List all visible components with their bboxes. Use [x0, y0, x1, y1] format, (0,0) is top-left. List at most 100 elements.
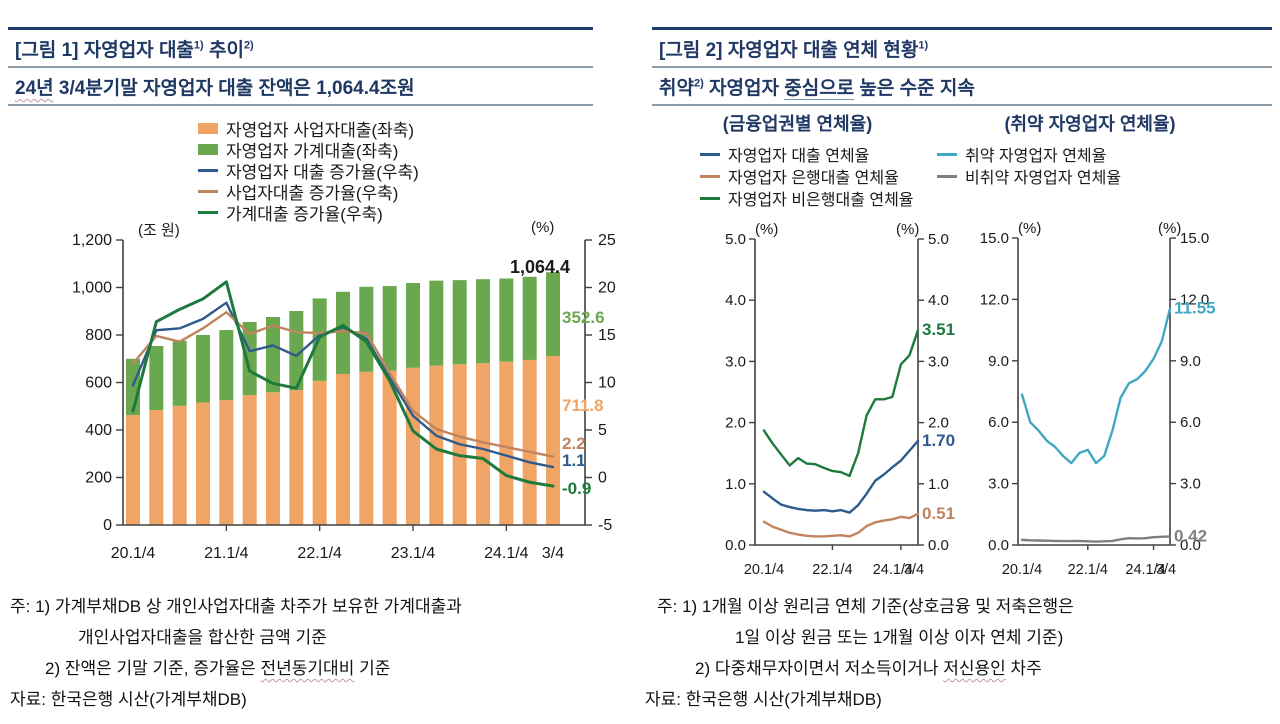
legend-item-household-loan: 자영업자 가계대출(좌축) — [198, 139, 419, 161]
svg-text:21.1/4: 21.1/4 — [204, 545, 249, 562]
svg-text:15: 15 — [598, 327, 616, 344]
legend-label: 자영업자 사업자대출(좌축) — [226, 121, 415, 140]
svg-text:711.8: 711.8 — [562, 396, 604, 415]
svg-text:0: 0 — [598, 470, 607, 487]
svg-text:0.0: 0.0 — [928, 537, 949, 554]
chartB-left-axis-unit: (%) — [1018, 220, 1042, 237]
svg-text:20: 20 — [598, 280, 616, 297]
svg-text:0.0: 0.0 — [988, 537, 1009, 554]
svg-text:3.0: 3.0 — [725, 353, 746, 370]
figure2-subtitle: 취약2) 자영업자 중심으로 높은 수준 지속 — [652, 68, 1272, 106]
footnote-source: 자료: 한국은행 시산(가계부채DB) — [645, 690, 882, 709]
svg-text:0.42: 0.42 — [1174, 526, 1207, 545]
svg-text:2.0: 2.0 — [928, 415, 949, 432]
figure1-subtitle: 24년 3/4분기말 자영업자 대출 잔액은 1,064.4조원 — [8, 68, 593, 106]
legend-label: 사업자대출 증가율(우축) — [226, 184, 399, 203]
legend-item-business-loan: 자영업자 사업자대출(좌축) — [198, 118, 419, 140]
svg-text:0: 0 — [103, 517, 112, 534]
figure2-header: [그림 2] 자영업자 대출 연체 현황1) 취약2) 자영업자 중심으로 높은… — [652, 27, 1272, 106]
chartA-header: (금융업권별 연체율) — [722, 114, 873, 134]
figure1-left-axis-unit: (조 원) — [138, 222, 180, 239]
blue-line-swatch-icon — [198, 169, 218, 172]
svg-text:15.0: 15.0 — [980, 230, 1009, 247]
figure1-header: [그림 1] 자영업자 대출1) 추이2) 24년 3/4분기말 자영업자 대출… — [8, 27, 593, 106]
chartA-legend: 자영업자 대출 연체율 자영업자 은행대출 연체율 자영업자 비은행대출 연체율 — [700, 143, 914, 209]
chartB-header: (취약 자영업자 연체율) — [1004, 114, 1176, 134]
svg-text:9.0: 9.0 — [988, 353, 1009, 370]
legend-label: 취약 자영업자 연체율 — [965, 148, 1107, 165]
svg-text:3/4: 3/4 — [542, 545, 564, 562]
green-line-swatch-icon — [700, 196, 720, 200]
svg-text:3.0: 3.0 — [1180, 476, 1201, 493]
svg-text:20.1/4: 20.1/4 — [111, 545, 156, 562]
svg-text:3.51: 3.51 — [922, 320, 955, 339]
svg-text:22.1/4: 22.1/4 — [1068, 562, 1108, 578]
footnote-line: 1일 이상 원금 또는 1개월 이상 이자 연체 기준) — [735, 628, 1064, 647]
svg-text:600: 600 — [85, 375, 112, 392]
svg-text:1,064.4: 1,064.4 — [510, 257, 570, 277]
svg-text:6.0: 6.0 — [1180, 414, 1201, 431]
svg-text:200: 200 — [85, 470, 112, 487]
legend-item-total-growth: 자영업자 대출 증가율(우축) — [198, 160, 419, 182]
svg-text:1.1: 1.1 — [562, 451, 586, 470]
green-line-swatch-icon — [198, 211, 218, 214]
legend-item-nonbank-delinquency: 자영업자 비은행대출 연체율 — [700, 187, 914, 209]
legend-label: 자영업자 가계대출(좌축) — [226, 142, 399, 161]
tan-line-swatch-icon — [198, 190, 218, 193]
legend-label: 자영업자 대출 연체율 — [728, 148, 870, 165]
svg-text:15.0: 15.0 — [1180, 230, 1209, 247]
legend-item-business-growth: 사업자대출 증가율(우축) — [198, 181, 419, 203]
svg-text:800: 800 — [85, 327, 112, 344]
legend-label: 자영업자 비은행대출 연체율 — [728, 192, 914, 209]
svg-text:4.0: 4.0 — [928, 292, 949, 309]
footnote-line: 주: 1) 가계부채DB 상 개인사업자대출 차주가 보유한 가계대출과 — [10, 597, 462, 616]
svg-text:24.1/4: 24.1/4 — [873, 562, 913, 578]
footnote-line: 2) 잔액은 기말 기준, 증가율은 전년동기대비 기준 — [45, 659, 391, 678]
legend-item-non-vulnerable: 비취약 자영업자 연체율 — [937, 165, 1121, 187]
svg-text:5.0: 5.0 — [928, 231, 949, 248]
svg-text:20.1/4: 20.1/4 — [744, 562, 784, 578]
svg-text:352.6: 352.6 — [562, 308, 605, 327]
svg-text:3.0: 3.0 — [988, 476, 1009, 493]
legend-item-household-growth: 가계대출 증가율(우축) — [198, 202, 419, 224]
chartA-right-axis-unit: (%) — [896, 221, 920, 238]
svg-text:11.55: 11.55 — [1174, 299, 1216, 318]
svg-text:25: 25 — [598, 232, 616, 249]
footnote-source: 자료: 한국은행 시산(가계부채DB) — [10, 690, 247, 709]
chartB-right-axis-unit: (%) — [1158, 220, 1182, 237]
legend-item-bank-delinquency: 자영업자 은행대출 연체율 — [700, 165, 914, 187]
svg-text:5.0: 5.0 — [725, 231, 746, 248]
svg-text:0.51: 0.51 — [922, 504, 955, 523]
legend-label: 자영업자 대출 증가율(우축) — [226, 163, 419, 182]
legend-item-total-delinquency: 자영업자 대출 연체율 — [700, 143, 914, 165]
svg-text:1.0: 1.0 — [725, 476, 746, 493]
orange-bar-swatch-icon — [198, 123, 218, 134]
footnote-line: 2) 다중채무자이면서 저소득이거나 저신용인 차주 — [695, 659, 1042, 678]
green-bar-swatch-icon — [198, 144, 218, 155]
svg-text:-5: -5 — [598, 517, 612, 534]
svg-text:12.0: 12.0 — [1180, 291, 1209, 308]
svg-text:3.0: 3.0 — [928, 353, 949, 370]
svg-text:1,000: 1,000 — [72, 280, 112, 297]
svg-text:9.0: 9.0 — [1180, 353, 1201, 370]
tan-line-swatch-icon — [700, 174, 720, 178]
svg-text:2.2: 2.2 — [562, 434, 586, 453]
legend-label: 비취약 자영업자 연체율 — [965, 170, 1122, 187]
chartA-left-axis-unit: (%) — [755, 221, 779, 238]
blue-line-swatch-icon — [700, 152, 720, 156]
svg-text:22.1/4: 22.1/4 — [812, 562, 852, 578]
footnote-line: 개인사업자대출을 합산한 금액 기준 — [78, 628, 327, 647]
cyan-line-swatch-icon — [937, 152, 957, 156]
svg-text:20.1/4: 20.1/4 — [1002, 562, 1042, 578]
figure1-right-axis-unit: (%) — [531, 219, 555, 236]
svg-text:22.1/4: 22.1/4 — [297, 545, 342, 562]
svg-text:24.1/4: 24.1/4 — [1125, 562, 1165, 578]
svg-text:400: 400 — [85, 422, 112, 439]
svg-text:3/4: 3/4 — [904, 562, 924, 578]
svg-text:-0.9: -0.9 — [562, 479, 591, 498]
svg-text:12.0: 12.0 — [980, 291, 1009, 308]
legend-label: 자영업자 은행대출 연체율 — [728, 170, 899, 187]
footnote-line: 주: 1) 1개월 이상 원리금 연체 기준(상호금융 및 저축은행은 — [657, 597, 1074, 616]
